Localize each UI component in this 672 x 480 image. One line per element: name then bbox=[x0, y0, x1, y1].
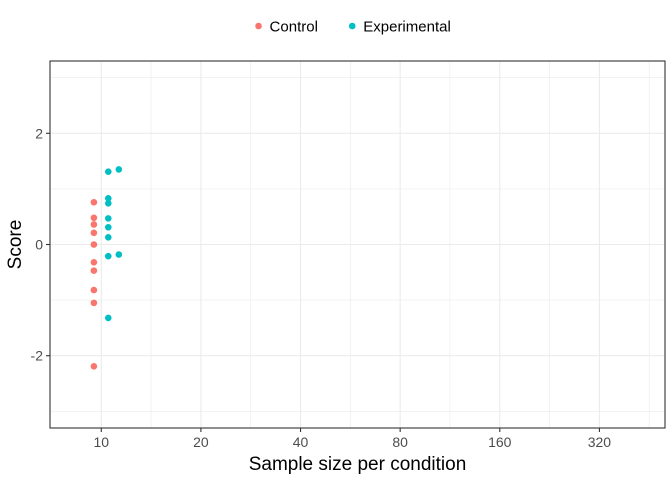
y-tick-label: 2 bbox=[35, 125, 43, 141]
y-axis: -2 0 2 bbox=[31, 125, 50, 364]
plot-panel bbox=[49, 60, 666, 429]
data-point bbox=[115, 251, 123, 258]
data-point bbox=[90, 286, 98, 294]
y-axis-title: Score bbox=[5, 220, 26, 270]
data-point bbox=[115, 166, 123, 173]
x-tick-label: 20 bbox=[193, 434, 209, 450]
data-point bbox=[90, 221, 98, 228]
data-point bbox=[104, 195, 112, 202]
x-tick-label: 320 bbox=[588, 434, 612, 450]
data-point bbox=[104, 223, 112, 231]
legend-label: Control bbox=[270, 19, 318, 36]
data-point bbox=[90, 214, 98, 222]
data-point bbox=[90, 198, 98, 206]
legend-key bbox=[348, 22, 356, 30]
legend-label: Experimental bbox=[363, 19, 451, 36]
data-point bbox=[104, 215, 112, 222]
legend: Control Experimental bbox=[255, 19, 451, 36]
grid-lines bbox=[50, 61, 665, 428]
data-point bbox=[90, 267, 98, 274]
x-tick-label: 80 bbox=[392, 434, 408, 450]
data-point bbox=[90, 258, 98, 266]
data-point bbox=[90, 362, 98, 370]
x-tick-label: 40 bbox=[293, 434, 309, 450]
legend-item-control: Control bbox=[255, 19, 318, 36]
series-control bbox=[90, 198, 98, 370]
data-point bbox=[104, 314, 112, 322]
x-tick-label: 160 bbox=[488, 434, 512, 450]
x-tick-label: 10 bbox=[93, 434, 109, 450]
y-tick-label: 0 bbox=[35, 237, 43, 253]
data-point bbox=[90, 229, 98, 237]
legend-key bbox=[255, 22, 262, 30]
data-point bbox=[104, 168, 112, 175]
data-point bbox=[90, 241, 98, 248]
x-axis: 10 20 40 80 160 320 bbox=[93, 428, 611, 450]
series-experimental bbox=[104, 166, 123, 322]
data-point bbox=[104, 233, 112, 241]
data-point bbox=[104, 200, 112, 207]
data-points bbox=[90, 166, 123, 370]
data-point bbox=[90, 299, 98, 307]
y-tick-label: -2 bbox=[31, 348, 44, 364]
x-axis-title: Sample size per condition bbox=[249, 454, 467, 475]
legend-item-experimental: Experimental bbox=[348, 19, 451, 36]
data-point bbox=[104, 252, 112, 260]
